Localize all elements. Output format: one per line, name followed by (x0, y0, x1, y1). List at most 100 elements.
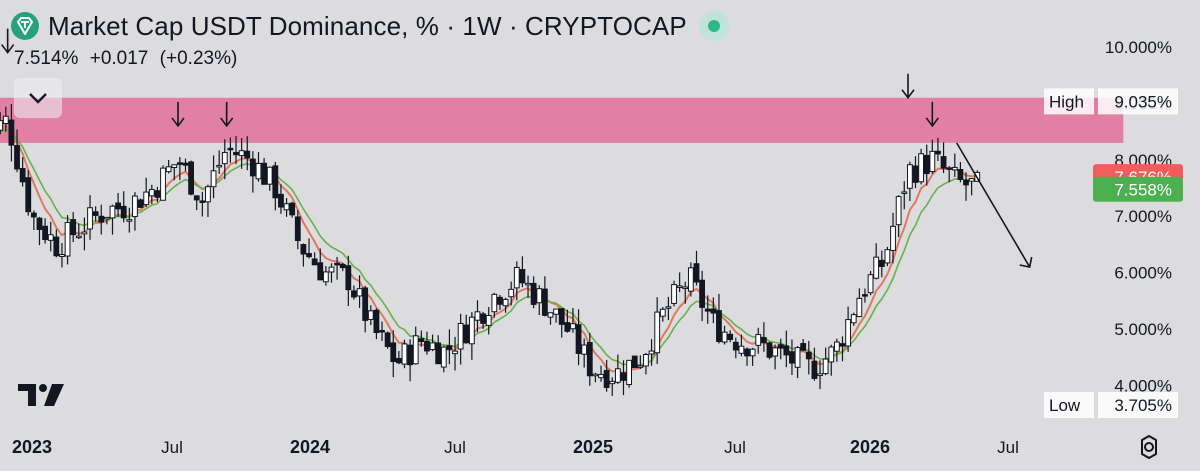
candle-down (732, 341, 739, 351)
candle-down (811, 360, 818, 379)
candle-down (379, 329, 385, 333)
candle-up (609, 380, 616, 385)
candle-up (485, 314, 492, 326)
chart-header: Market Cap USDT Dominance, % · 1W · CRYP… (0, 6, 729, 46)
candle-up (205, 186, 211, 203)
candle-down (519, 269, 526, 284)
candle-up (132, 195, 138, 218)
candle-down (176, 162, 183, 165)
down-arrow-annotation (171, 101, 185, 128)
candle-down (244, 150, 251, 159)
candle-up (648, 350, 655, 355)
candle-down (839, 343, 846, 347)
candle-up (64, 221, 71, 257)
candle-up (160, 167, 166, 201)
candle-down (249, 158, 256, 177)
candle-up (216, 164, 223, 168)
candle-up (126, 219, 133, 222)
range-low-title-box (1044, 391, 1094, 418)
candle-up (884, 249, 891, 264)
range-low-value: 3.705% (1114, 396, 1172, 415)
candle-up (794, 347, 801, 368)
range-high-value: 9.035% (1114, 92, 1172, 111)
candle-up (682, 286, 689, 289)
tradingview-logo-icon[interactable] (16, 380, 68, 408)
candle-down (199, 200, 206, 203)
candle-down (435, 342, 442, 365)
down-arrow-annotation (220, 101, 234, 128)
candle-down (586, 342, 593, 377)
candle-down (480, 313, 487, 324)
range-high-title: High (1049, 92, 1084, 111)
down-arrow-annotation (925, 101, 939, 128)
candle-down (294, 216, 301, 242)
candle-down (395, 357, 402, 364)
candle-down (289, 202, 296, 216)
candle-up (367, 310, 374, 320)
candle-up (283, 203, 290, 211)
candle-down (362, 287, 369, 321)
x-tick-label: 2024 (290, 437, 330, 457)
candle-down (940, 156, 947, 169)
candle-down (14, 145, 20, 170)
candle-down (805, 351, 812, 360)
candle-down (25, 177, 32, 213)
candle-down (783, 345, 790, 356)
gear-icon[interactable] (1136, 434, 1162, 460)
candle-up (929, 150, 936, 173)
candle-up (721, 331, 728, 343)
trend-arrow-annotation (955, 142, 1033, 268)
y-tick-label: 10.000% (1105, 38, 1172, 57)
candle-down (699, 279, 706, 308)
candle-up (171, 164, 178, 169)
candle-up (614, 368, 621, 383)
candle-down (541, 288, 548, 316)
candle-down (154, 190, 161, 198)
candle-up (210, 170, 217, 188)
candle-up (547, 312, 554, 318)
candle-down (98, 215, 105, 223)
candle-down (789, 351, 795, 364)
candle-up (895, 196, 902, 226)
candle-down (862, 294, 868, 297)
candle-down (957, 169, 964, 180)
candle-up (103, 216, 110, 220)
candle-down (384, 332, 391, 347)
x-tick-label: 2026 (850, 437, 890, 457)
x-tick-label: Jul (161, 438, 183, 457)
chevron-down-icon (29, 93, 47, 104)
candle-up (828, 346, 835, 363)
candle-up (491, 293, 498, 313)
candle-up (221, 151, 228, 165)
candle-up (502, 298, 509, 307)
candle-up (845, 319, 852, 347)
candle-down (463, 324, 470, 344)
candle-down (182, 162, 189, 166)
candle-down (631, 355, 638, 369)
candle-up (598, 373, 604, 379)
y-tick-label: 7.000% (1114, 207, 1172, 226)
candle-down (727, 333, 734, 340)
candle-down (373, 309, 380, 334)
candle-down (339, 263, 346, 269)
candle-up (328, 266, 335, 273)
price-quote: 7.514% +0.017 (+0.23%) (14, 48, 243, 70)
collapse-legend-button[interactable] (14, 78, 62, 118)
candle-down (92, 211, 99, 216)
candle-down (8, 119, 15, 146)
market-status-icon[interactable] (698, 11, 729, 41)
candle-up (47, 234, 54, 241)
candles-group (0, 104, 981, 396)
candle-up (536, 288, 543, 304)
candle-down (306, 253, 312, 258)
candle-up (429, 342, 436, 351)
candle-down (603, 369, 610, 388)
candle-down (70, 219, 77, 236)
candle-up (255, 163, 262, 180)
candle-down (351, 290, 357, 298)
candle-up (109, 205, 116, 219)
candle-down (620, 372, 627, 381)
chart-title[interactable]: Market Cap USDT Dominance, % · 1W · CRYP… (48, 10, 687, 41)
candle-down (800, 343, 807, 351)
